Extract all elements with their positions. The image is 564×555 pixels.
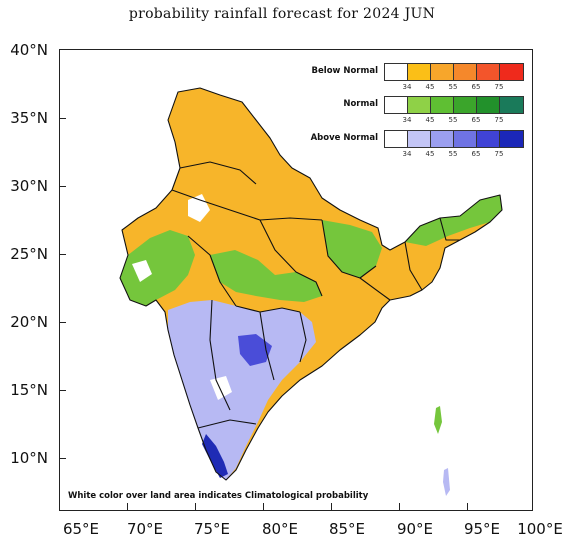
legend-swatch xyxy=(431,64,454,80)
x-tick-label-100e: 100°E xyxy=(517,520,563,538)
legend-tick-label: 65 xyxy=(471,83,481,91)
legend-swatches-above-normal xyxy=(384,130,524,148)
normal-zone-central xyxy=(210,250,322,302)
state-border xyxy=(197,419,257,429)
legend-swatch xyxy=(454,131,477,147)
y-tick xyxy=(59,186,66,187)
x-tick-label-95e: 95°E xyxy=(463,520,501,538)
x-tick xyxy=(263,503,264,510)
y-tick xyxy=(59,458,66,459)
legend-label-above-normal: Above Normal xyxy=(310,133,378,143)
legend-tick-label: 55 xyxy=(448,116,458,124)
nicobar-islands xyxy=(443,468,450,496)
legend-tick-label: 45 xyxy=(425,83,435,91)
y-tick xyxy=(59,254,66,255)
legend-swatch xyxy=(477,131,500,147)
legend-ticks-below-normal: 34 45 55 65 75 xyxy=(384,83,524,93)
x-tick-label-70e: 70°E xyxy=(126,520,164,538)
legend-tick-label: 65 xyxy=(471,116,481,124)
state-border xyxy=(299,311,307,363)
legend-swatch xyxy=(408,64,431,80)
legend-swatch xyxy=(500,64,523,80)
x-tick-label-75e: 75°E xyxy=(193,520,231,538)
state-border xyxy=(179,161,257,185)
state-border xyxy=(321,219,377,279)
y-tick-label-35n: 35°N xyxy=(10,109,48,127)
legend-swatch xyxy=(431,131,454,147)
y-tick xyxy=(59,390,66,391)
legend-tick-label: 75 xyxy=(494,150,504,158)
map-title: probability rainfall forecast for 2024 J… xyxy=(128,6,436,22)
x-tick-label-85e: 85°E xyxy=(328,520,366,538)
x-tick xyxy=(467,503,468,510)
x-tick xyxy=(399,503,400,510)
y-tick-label-15n: 15°N xyxy=(10,381,48,399)
legend-swatch xyxy=(477,97,500,113)
legend-swatch xyxy=(454,64,477,80)
x-tick xyxy=(195,503,196,510)
state-border xyxy=(439,217,460,241)
legend-swatch xyxy=(408,131,431,147)
legend-tick-label: 45 xyxy=(425,150,435,158)
above-normal-deep-south xyxy=(202,434,228,478)
above-normal-peninsula xyxy=(168,300,316,480)
normal-zone-west xyxy=(120,230,195,306)
state-border xyxy=(259,311,275,381)
state-border xyxy=(209,299,231,411)
legend-swatch xyxy=(477,64,500,80)
y-tick xyxy=(59,118,66,119)
state-border xyxy=(359,277,391,301)
legend-swatch xyxy=(385,131,408,147)
legend-label-below-normal: Below Normal xyxy=(311,66,378,76)
state-border-layer xyxy=(119,87,503,481)
legend-tick-label: 75 xyxy=(494,83,504,91)
normal-zone-northeast xyxy=(405,195,502,246)
climatological-patch-south xyxy=(210,376,232,400)
normal-zone-east xyxy=(322,220,382,278)
legend-tick-label: 34 xyxy=(402,150,412,158)
legend-tick-label: 45 xyxy=(425,116,435,124)
above-normal-strong xyxy=(238,334,272,366)
legend-label-normal: Normal xyxy=(343,99,378,109)
legend-tick-label: 55 xyxy=(448,150,458,158)
x-tick-label-65e: 65°E xyxy=(62,520,100,538)
state-border xyxy=(404,241,423,291)
state-border xyxy=(171,189,323,221)
x-tick-label-80e: 80°E xyxy=(261,520,299,538)
legend-tick-label: 34 xyxy=(402,83,412,91)
state-border xyxy=(259,219,323,297)
legend-tick-label: 75 xyxy=(494,116,504,124)
x-tick xyxy=(331,503,332,510)
legend-tick-label: 34 xyxy=(402,116,412,124)
x-tick xyxy=(127,503,128,510)
land-fill-layer xyxy=(120,88,502,496)
legend-swatch xyxy=(500,131,523,147)
state-border xyxy=(187,235,237,307)
legend-swatch xyxy=(385,64,408,80)
legend-tick-label: 65 xyxy=(471,150,481,158)
y-tick-label-20n: 20°N xyxy=(10,313,48,331)
y-tick-label-25n: 25°N xyxy=(10,245,48,263)
y-tick xyxy=(59,322,66,323)
legend-swatch xyxy=(500,97,523,113)
climatological-patch-west xyxy=(132,260,152,282)
legend-swatch xyxy=(408,97,431,113)
india-outline-border xyxy=(119,87,503,481)
y-tick-label-40n: 40°N xyxy=(10,41,48,59)
legend-ticks-normal: 34 45 55 65 75 xyxy=(384,116,524,126)
legend-swatch xyxy=(454,97,477,113)
y-tick-label-30n: 30°N xyxy=(10,177,48,195)
legend-swatches-below-normal xyxy=(384,63,524,81)
state-border xyxy=(235,305,301,313)
india-forecast-map xyxy=(119,87,503,496)
legend-ticks-above-normal: 34 45 55 65 75 xyxy=(384,150,524,160)
y-tick-label-10n: 10°N xyxy=(10,449,48,467)
legend-swatch xyxy=(385,97,408,113)
legend-swatches-normal xyxy=(384,96,524,114)
legend-swatch xyxy=(431,97,454,113)
legend-tick-label: 55 xyxy=(448,83,458,91)
x-tick-label-90e: 90°E xyxy=(396,520,434,538)
andaman-islands xyxy=(434,406,442,434)
climatology-note: White color over land area indicates Cli… xyxy=(68,491,369,501)
